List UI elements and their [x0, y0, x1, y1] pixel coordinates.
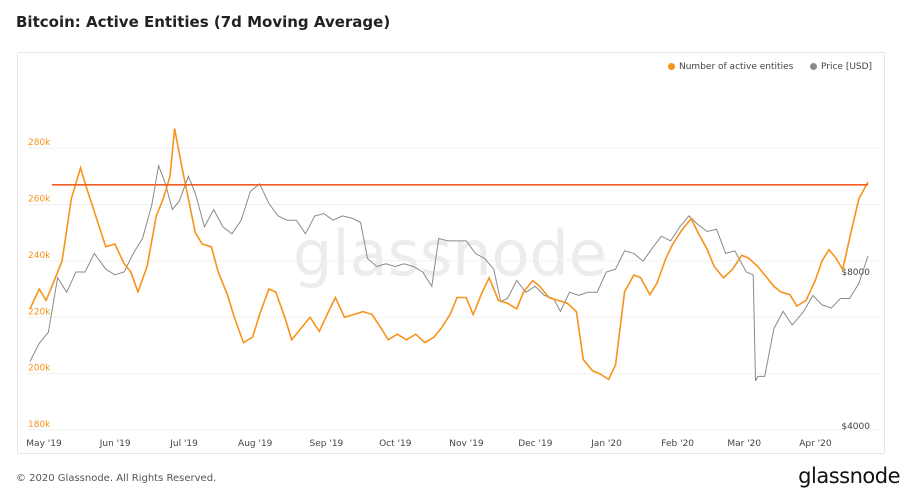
- x-tick-label: Jan '20: [590, 439, 622, 449]
- x-tick-label: Sep '19: [310, 439, 344, 449]
- y-axis-right: $8000 $4000: [841, 268, 870, 432]
- legend-price-dot-icon: [810, 63, 817, 70]
- x-tick-label: Nov '19: [449, 439, 484, 449]
- copyright: © 2020 Glassnode. All Rights Reserved.: [16, 473, 217, 484]
- y-tick-label: 280k: [28, 138, 51, 148]
- x-tick-label: Dec '19: [518, 439, 552, 449]
- legend-entities[interactable]: Number of active entities: [668, 62, 793, 72]
- y-tick-label: 200k: [28, 364, 51, 374]
- x-tick-label: Oct '19: [379, 439, 412, 449]
- x-tick-label: Apr '20: [799, 439, 832, 449]
- y-tick-label: 260k: [28, 195, 51, 205]
- price-series-line: [29, 163, 869, 382]
- brand-logo: glassnode: [798, 464, 900, 488]
- grid-lines: [28, 147, 878, 431]
- y-tick-label: 240k: [28, 251, 51, 261]
- x-axis: May '19 Jun '19 Jul '19 Aug '19 Sep '19 Oct '…: [26, 439, 832, 449]
- x-tick-label: Feb '20: [661, 439, 694, 449]
- x-tick-label: May '19: [26, 439, 62, 449]
- legend-price[interactable]: Price [USD]: [810, 62, 872, 72]
- x-tick-label: Jul '19: [169, 439, 198, 449]
- chart-title: Bitcoin: Active Entities (7d Moving Aver…: [16, 13, 391, 31]
- y-axis-left: 180k 200k 220k 240k 260k 280k: [28, 138, 51, 430]
- y-right-tick-label: $4000: [841, 422, 870, 432]
- x-tick-label: Aug '19: [238, 439, 273, 449]
- legend-entities-dot-icon: [668, 63, 675, 70]
- chart-panel: [17, 52, 885, 454]
- legend-price-label: Price [USD]: [821, 62, 873, 72]
- watermark: glassnode: [293, 217, 607, 290]
- y-right-tick-label: $8000: [841, 268, 870, 278]
- y-tick-label: 180k: [28, 420, 51, 430]
- x-tick-label: Jun '19: [99, 439, 131, 449]
- legend-entities-label: Number of active entities: [679, 62, 794, 72]
- x-tick-label: Mar '20: [727, 439, 761, 449]
- y-tick-label: 220k: [28, 307, 51, 317]
- entities-series-line: [29, 128, 869, 381]
